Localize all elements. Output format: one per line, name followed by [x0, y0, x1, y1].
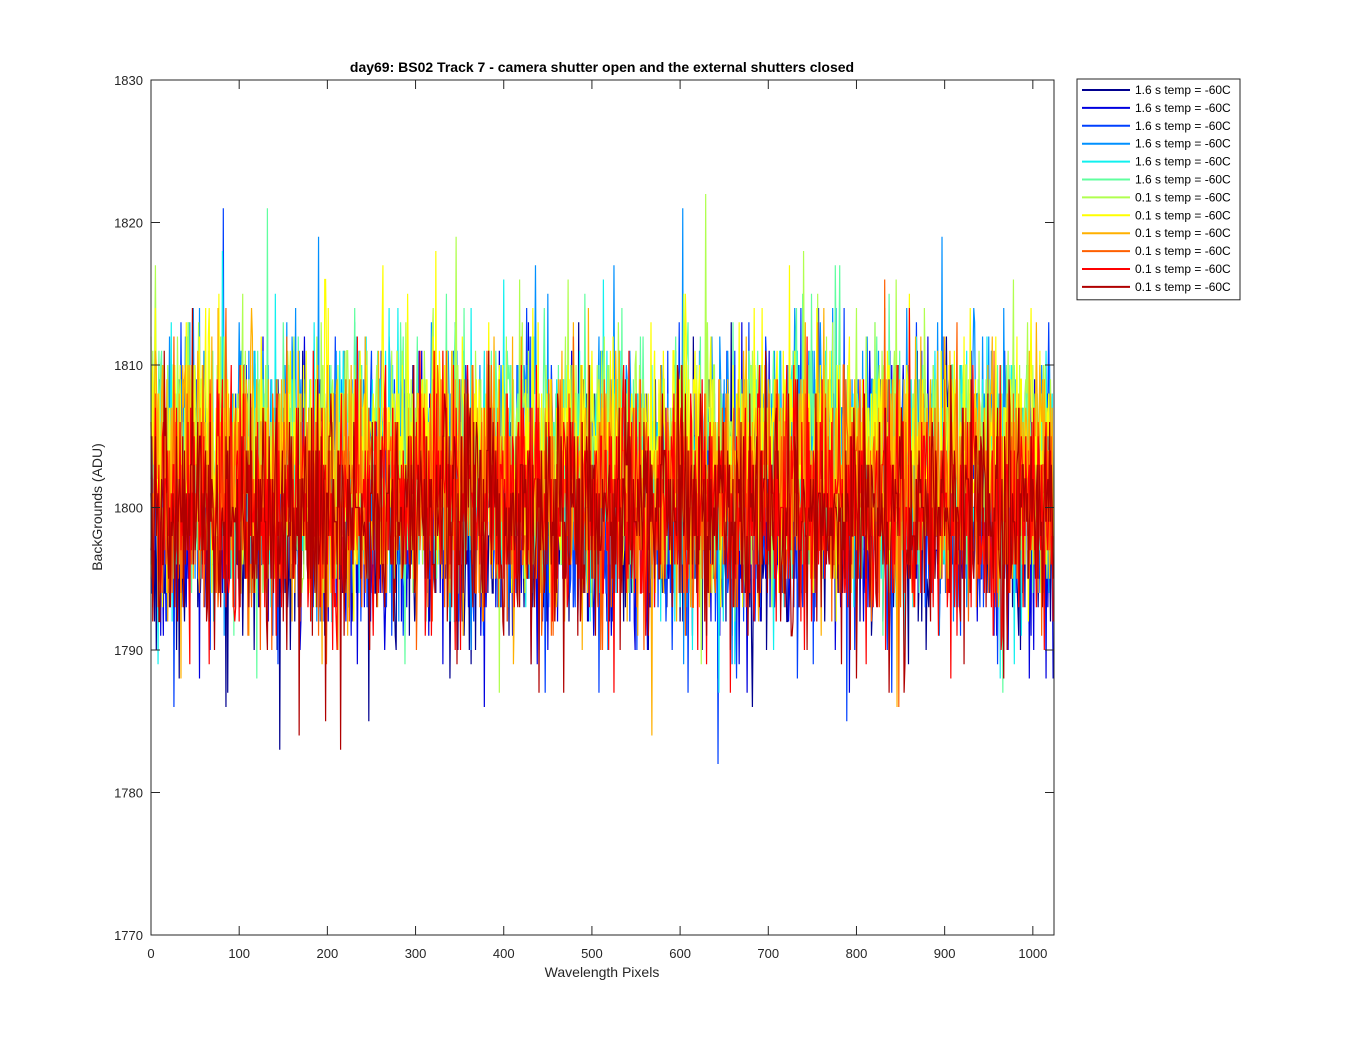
legend-entry: 1.6 s temp = -60C [1135, 101, 1231, 115]
x-tick-label: 600 [669, 946, 691, 961]
y-tick-label: 1770 [114, 928, 143, 943]
y-tick-label: 1830 [114, 73, 143, 88]
x-tick-label: 800 [846, 946, 868, 961]
legend-entry: 0.1 s temp = -60C [1135, 190, 1231, 204]
legend-entry: 0.1 s temp = -60C [1135, 226, 1231, 240]
legend-entry: 1.6 s temp = -60C [1135, 173, 1231, 187]
x-tick-label: 100 [228, 946, 250, 961]
y-tick-label: 1810 [114, 358, 143, 373]
x-axis: 0 100 200 300 400 500 600 700 800 900 1000 [147, 80, 1047, 961]
x-axis-label: Wavelength Pixels [545, 964, 660, 980]
y-axis-label: BackGrounds (ADU) [89, 443, 105, 571]
series-line-12 [150, 307, 1054, 750]
legend-entry: 1.6 s temp = -60C [1135, 137, 1231, 151]
legend-entry: 1.6 s temp = -60C [1135, 119, 1231, 133]
series-layer [150, 193, 1054, 765]
x-tick-label: 300 [405, 946, 427, 961]
y-tick-label: 1780 [114, 786, 143, 801]
x-tick-label: 0 [147, 946, 154, 961]
legend: 1.6 s temp = -60C 1.6 s temp = -60C 1.6 s … [1076, 78, 1241, 301]
x-tick-label: 700 [757, 946, 779, 961]
x-tick-label: 1000 [1018, 946, 1047, 961]
legend-entry: 0.1 s temp = -60C [1135, 244, 1231, 258]
x-tick-label: 500 [581, 946, 603, 961]
legend-entry: 0.1 s temp = -60C [1135, 208, 1231, 222]
x-tick-label: 900 [934, 946, 956, 961]
legend-entry: 0.1 s temp = -60C [1135, 262, 1231, 276]
legend-box [1076, 78, 1241, 301]
y-tick-label: 1820 [114, 216, 143, 231]
x-tick-label: 400 [493, 946, 515, 961]
y-tick-label: 1800 [114, 501, 143, 516]
chart-title: day69: BS02 Track 7 - camera shutter ope… [350, 59, 854, 75]
y-axis: 1770 1780 1790 1800 1810 1820 1830 [114, 73, 1054, 943]
legend-entry: 1.6 s temp = -60C [1135, 155, 1231, 169]
legend-entry: 1.6 s temp = -60C [1135, 83, 1231, 97]
y-tick-label: 1790 [114, 643, 143, 658]
legend-entry: 0.1 s temp = -60C [1135, 280, 1231, 294]
x-tick-label: 200 [317, 946, 339, 961]
